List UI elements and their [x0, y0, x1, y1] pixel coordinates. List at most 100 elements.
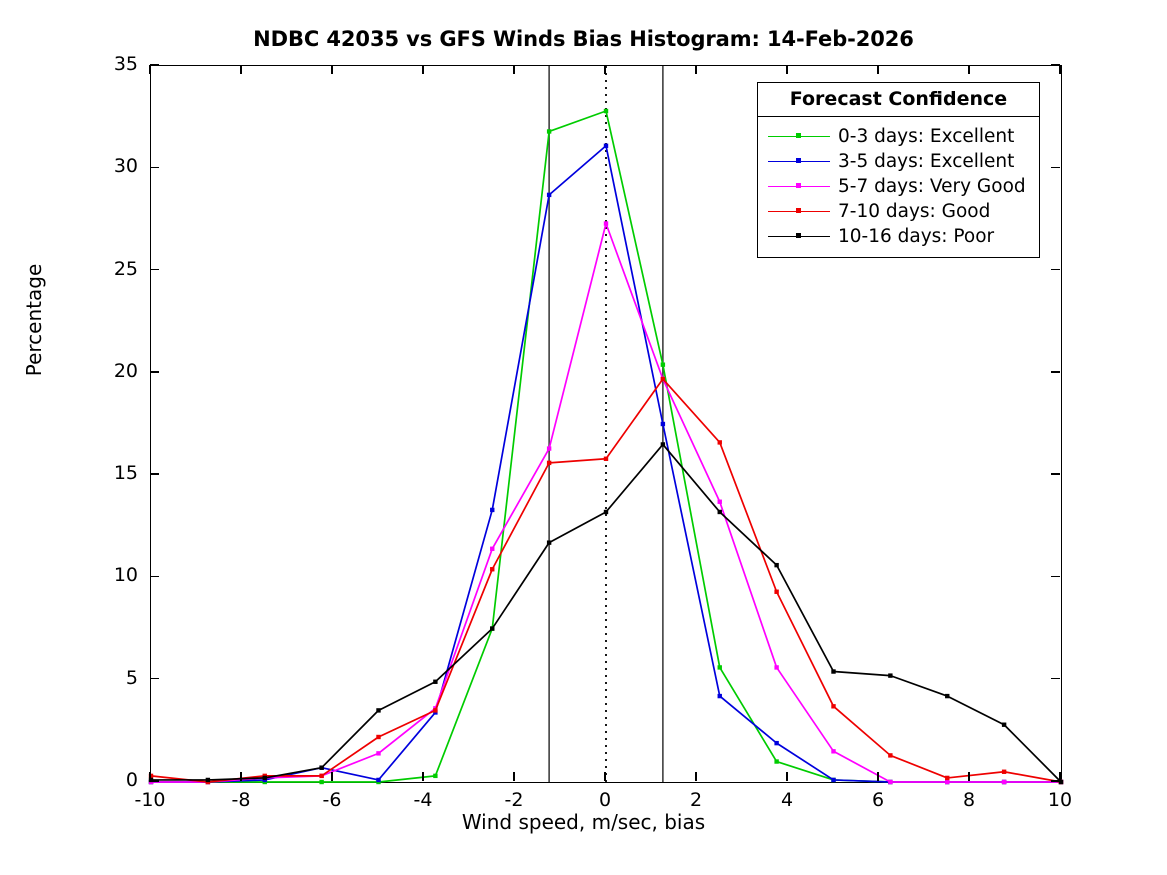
x-tick-mark-top — [786, 65, 788, 74]
legend-color-swatch — [768, 204, 830, 220]
x-tick-label: -4 — [413, 789, 433, 811]
data-point — [945, 775, 950, 781]
data-point — [1001, 722, 1007, 727]
data-point — [660, 376, 666, 382]
legend-row[interactable]: 0-3 days: Excellent — [758, 124, 1039, 149]
y-axis-title: Percentage — [22, 263, 46, 377]
data-point — [319, 765, 324, 770]
legend: Forecast Confidence 0-3 days: Excellent 3… — [757, 82, 1040, 258]
y-tick-label: 10 — [113, 564, 138, 587]
legend-items: 0-3 days: Excellent 3-5 days: Excellent 5-… — [758, 117, 1039, 257]
y-tick-label: 15 — [113, 462, 138, 485]
page-title: NDBC 42035 vs GFS Winds Bias Histogram: … — [253, 27, 914, 51]
y-tick-mark — [150, 268, 159, 271]
y-tick-label: 5 — [125, 666, 138, 689]
data-point — [490, 507, 495, 513]
data-point — [888, 753, 893, 758]
data-point — [831, 704, 836, 709]
data-series — [148, 442, 1064, 785]
x-tick-mark-top — [513, 65, 515, 74]
x-tick-mark — [513, 772, 515, 781]
legend-label: 3-5 days: Excellent — [838, 151, 1015, 172]
data-point — [660, 421, 666, 427]
data-point — [603, 143, 609, 148]
x-axis-title: Wind speed, m/sec, bias — [461, 810, 706, 834]
x-tick-mark-top — [331, 65, 333, 74]
data-point — [376, 734, 381, 740]
data-point — [774, 562, 779, 568]
data-point — [717, 693, 722, 699]
data-point — [603, 221, 609, 226]
data-point — [888, 779, 893, 785]
data-point — [603, 108, 609, 114]
data-point — [1001, 769, 1007, 774]
x-tick-mark — [786, 772, 788, 781]
data-point — [774, 740, 779, 746]
data-point — [774, 665, 779, 670]
y-tick-mark — [150, 678, 159, 680]
data-point — [546, 460, 552, 466]
data-point — [433, 708, 438, 713]
legend-row[interactable]: 7-10 days: Good — [758, 199, 1039, 224]
data-point — [148, 773, 154, 779]
data-point — [319, 773, 324, 779]
data-point — [433, 679, 438, 684]
x-tick-mark-top — [604, 65, 606, 74]
series-line — [151, 222, 1061, 783]
y-tick-mark-right — [1051, 166, 1060, 168]
legend-color-swatch — [768, 229, 830, 245]
y-tick-label: 25 — [113, 257, 138, 280]
legend-title: Forecast Confidence — [758, 83, 1039, 117]
y-tick-mark — [150, 64, 159, 66]
data-point — [376, 751, 381, 756]
data-point — [774, 589, 779, 594]
data-point — [717, 440, 722, 445]
x-tick-mark-top — [1059, 65, 1061, 74]
data-point — [148, 777, 154, 783]
legend-label: 7-10 days: Good — [838, 201, 991, 222]
x-tick-label: 10 — [1047, 789, 1073, 811]
y-tick-mark-right — [1051, 371, 1060, 373]
x-tick-mark-top — [877, 65, 879, 74]
x-tick-label: -2 — [504, 789, 524, 811]
y-tick-label: 30 — [113, 155, 138, 178]
x-tick-mark-top — [240, 65, 242, 74]
legend-color-swatch — [768, 154, 830, 170]
x-tick-mark — [1059, 772, 1061, 781]
legend-row[interactable]: 10-16 days: Poor — [758, 224, 1039, 249]
legend-row[interactable]: 5-7 days: Very Good — [758, 174, 1039, 199]
x-tick-mark — [422, 772, 424, 781]
y-tick-mark-right — [1051, 64, 1060, 66]
data-point — [262, 775, 267, 781]
x-tick-mark — [695, 772, 697, 781]
x-tick-label: 6 — [871, 789, 885, 811]
x-tick-label: -10 — [134, 789, 166, 811]
x-tick-label: 2 — [689, 789, 703, 811]
x-tick-mark-top — [422, 65, 424, 74]
y-tick-mark — [150, 166, 159, 168]
data-point — [1001, 779, 1007, 785]
data-point — [1058, 779, 1064, 785]
data-point — [546, 192, 552, 198]
y-tick-label: 20 — [113, 359, 138, 382]
x-tick-mark — [968, 772, 970, 781]
data-point — [717, 499, 722, 504]
x-tick-label: 0 — [598, 789, 612, 811]
data-point — [603, 456, 609, 461]
data-point — [774, 759, 779, 764]
data-point — [433, 773, 438, 779]
data-point — [603, 509, 609, 515]
x-tick-label: 8 — [962, 789, 976, 811]
data-point — [945, 779, 950, 785]
series-layer — [148, 66, 1064, 785]
x-tick-label: -8 — [231, 789, 251, 811]
data-point — [831, 669, 836, 674]
x-tick-mark — [240, 772, 242, 781]
series-line — [150, 378, 1062, 783]
data-point — [490, 546, 495, 551]
legend-row[interactable]: 3-5 days: Excellent — [758, 149, 1039, 174]
data-point — [490, 567, 495, 572]
data-point — [660, 362, 666, 367]
data-point — [205, 777, 211, 783]
